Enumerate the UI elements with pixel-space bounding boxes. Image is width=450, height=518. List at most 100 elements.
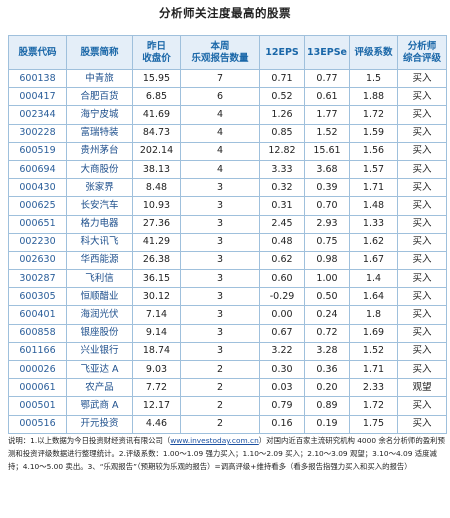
- stock-name-cell[interactable]: 格力电器: [66, 214, 133, 234]
- eps-12-cell: 3.22: [259, 341, 305, 362]
- stock-code-cell[interactable]: 002344: [8, 105, 67, 125]
- page-title: 分析师关注度最高的股票: [159, 6, 291, 20]
- rating-coefficient-cell: 1.56: [349, 141, 398, 161]
- eps-12-cell: 2.45: [259, 214, 305, 234]
- close-price-cell: 9.14: [132, 323, 181, 343]
- header-12eps: 12EPS: [259, 35, 305, 70]
- close-price-cell: 12.17: [132, 396, 181, 416]
- table-row: 000061 农产品 7.72 2 0.03 0.20 2.33 观望: [8, 378, 447, 398]
- stock-code-cell[interactable]: 600858: [8, 323, 67, 343]
- footnote-text-1: 说明：1.以上数据为今日投资财经资讯有限公司（: [8, 436, 171, 445]
- close-price-cell: 26.38: [132, 250, 181, 271]
- stock-code-cell[interactable]: 000026: [8, 359, 67, 380]
- stock-name-cell[interactable]: 华西能源: [66, 250, 133, 271]
- rating-coefficient-cell: 1.8: [349, 305, 398, 325]
- stock-name-cell[interactable]: 开元投资: [66, 414, 133, 434]
- analyst-rating-cell: 买入: [397, 323, 447, 343]
- stock-name-cell[interactable]: 合肥百货: [66, 87, 133, 107]
- analyst-rating-cell: 买入: [397, 250, 447, 271]
- eps-13e-cell: 0.72: [304, 323, 350, 343]
- stock-code-cell[interactable]: 600138: [8, 68, 67, 89]
- eps-12-cell: 0.62: [259, 250, 305, 271]
- stock-name-cell[interactable]: 科大讯飞: [66, 232, 133, 252]
- optimistic-report-count-cell: 4: [180, 105, 260, 125]
- stock-code-cell[interactable]: 300287: [8, 269, 67, 289]
- stock-code-cell[interactable]: 000501: [8, 396, 67, 416]
- header-stock-code-line1: 股票代码: [18, 46, 57, 58]
- table-row: 000501 鄂武商 A 12.17 2 0.79 0.89 1.72 买入: [8, 396, 447, 416]
- stock-name-cell[interactable]: 恒顺醋业: [66, 287, 133, 307]
- optimistic-report-count-cell: 3: [180, 250, 260, 271]
- stock-name-cell[interactable]: 海润光伏: [66, 305, 133, 325]
- close-price-cell: 18.74: [132, 341, 181, 362]
- stock-name-cell[interactable]: 农产品: [66, 378, 133, 398]
- table-row: 600138 中青旅 15.95 7 0.71 0.77 1.5 买入: [8, 68, 447, 89]
- stock-code-cell[interactable]: 300228: [8, 123, 67, 143]
- eps-13e-cell: 0.70: [304, 196, 350, 216]
- analyst-rating-cell: 买入: [397, 414, 447, 434]
- stock-name-cell[interactable]: 飞利信: [66, 269, 133, 289]
- analyst-rating-cell: 买入: [397, 87, 447, 107]
- eps-13e-cell: 0.36: [304, 359, 350, 380]
- stock-name-cell[interactable]: 贵州茅台: [66, 141, 133, 161]
- stock-name-cell[interactable]: 长安汽车: [66, 196, 133, 216]
- stock-name-cell[interactable]: 飞亚达 A: [66, 359, 133, 380]
- header-rating-coef: 评级系数: [349, 35, 398, 70]
- header-stock-name: 股票简称: [66, 35, 133, 70]
- stock-code-cell[interactable]: 601166: [8, 341, 67, 362]
- stock-code-cell[interactable]: 000625: [8, 196, 67, 216]
- rating-coefficient-cell: 1.67: [349, 250, 398, 271]
- eps-12-cell: -0.29: [259, 287, 305, 307]
- close-price-cell: 7.14: [132, 305, 181, 325]
- stock-code-cell[interactable]: 000417: [8, 87, 67, 107]
- analyst-rating-cell: 买入: [397, 359, 447, 380]
- stock-name-cell[interactable]: 海宁皮城: [66, 105, 133, 125]
- stock-code-cell[interactable]: 002230: [8, 232, 67, 252]
- stock-code-cell[interactable]: 002630: [8, 250, 67, 271]
- optimistic-report-count-cell: 6: [180, 87, 260, 107]
- stock-name-cell[interactable]: 银座股份: [66, 323, 133, 343]
- analyst-rating-cell: 买入: [397, 341, 447, 362]
- rating-coefficient-cell: 1.75: [349, 414, 398, 434]
- header-close-price-line1: 昨日: [146, 40, 166, 52]
- header-13epse: 13EPSe: [304, 35, 350, 70]
- analyst-rating-cell: 买入: [397, 269, 447, 289]
- analyst-rating-cell: 买入: [397, 178, 447, 198]
- rating-coefficient-cell: 1.59: [349, 123, 398, 143]
- close-price-cell: 10.93: [132, 196, 181, 216]
- stock-code-cell[interactable]: 600694: [8, 159, 67, 180]
- stock-code-cell[interactable]: 000516: [8, 414, 67, 434]
- optimistic-report-count-cell: 2: [180, 359, 260, 380]
- eps-12-cell: 0.16: [259, 414, 305, 434]
- stock-code-cell[interactable]: 000430: [8, 178, 67, 198]
- stock-code-cell[interactable]: 600305: [8, 287, 67, 307]
- stock-code-cell[interactable]: 600401: [8, 305, 67, 325]
- stock-name-cell[interactable]: 富瑞特装: [66, 123, 133, 143]
- rating-coefficient-cell: 1.52: [349, 341, 398, 362]
- stock-name-cell[interactable]: 张家界: [66, 178, 133, 198]
- eps-12-cell: 0.48: [259, 232, 305, 252]
- eps-12-cell: 0.32: [259, 178, 305, 198]
- analyst-rating-cell: 观望: [397, 378, 447, 398]
- close-price-cell: 36.15: [132, 269, 181, 289]
- header-optimistic-reports-line2: 乐观报告数量: [191, 52, 249, 64]
- stock-name-cell[interactable]: 中青旅: [66, 68, 133, 89]
- stock-code-cell[interactable]: 000061: [8, 378, 67, 398]
- rating-coefficient-cell: 1.48: [349, 196, 398, 216]
- stock-name-cell[interactable]: 大商股份: [66, 159, 133, 180]
- stock-code-cell[interactable]: 000651: [8, 214, 67, 234]
- eps-13e-cell: 0.24: [304, 305, 350, 325]
- table-row: 000516 开元投资 4.46 2 0.16 0.19 1.75 买入: [8, 414, 447, 434]
- analyst-rating-cell: 买入: [397, 396, 447, 416]
- stock-name-cell[interactable]: 鄂武商 A: [66, 396, 133, 416]
- rating-coefficient-cell: 1.4: [349, 269, 398, 289]
- table-row: 600694 大商股份 38.13 4 3.33 3.68 1.57 买入: [8, 159, 447, 180]
- rating-coefficient-cell: 1.62: [349, 232, 398, 252]
- stock-code-cell[interactable]: 600519: [8, 141, 67, 161]
- optimistic-report-count-cell: 4: [180, 123, 260, 143]
- table-row: 000430 张家界 8.48 3 0.32 0.39 1.71 买入: [8, 178, 447, 198]
- investoday-link[interactable]: www.investoday.com.cn: [170, 436, 259, 445]
- stock-name-cell[interactable]: 兴业银行: [66, 341, 133, 362]
- footnote: 说明：1.以上数据为今日投资财经资讯有限公司（www.investoday.co…: [8, 434, 446, 473]
- eps-13e-cell: 1.52: [304, 123, 350, 143]
